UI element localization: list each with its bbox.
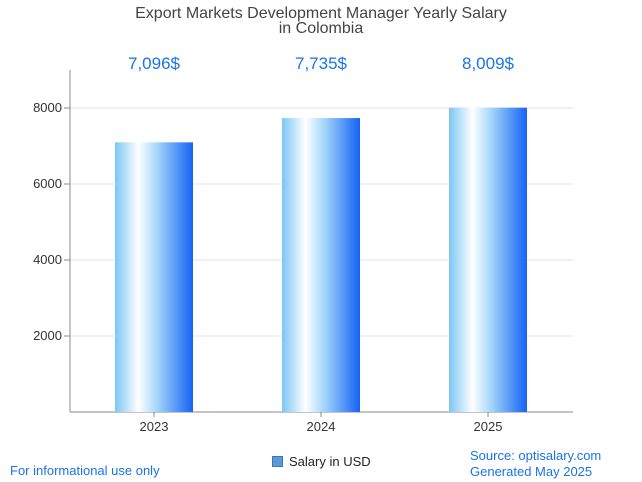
bar-2025: [449, 107, 527, 413]
source-text: Source: optisalary.com: [470, 448, 602, 463]
chart-title-line-1: Export Markets Development Manager Yearl…: [135, 5, 507, 22]
y-tick-label: 2000: [33, 328, 62, 343]
bar-2023: [115, 142, 193, 413]
y-tick-label: 6000: [33, 176, 62, 191]
disclaimer-text: For informational use only: [10, 463, 160, 478]
chart-title-line-2: in Colombia: [279, 20, 364, 37]
x-tick-label-2023: 2023: [140, 419, 169, 434]
bars: [115, 107, 527, 413]
legend-label: Salary in USD: [289, 454, 371, 469]
legend: Salary in USD: [272, 454, 371, 469]
generated-text: Generated May 2025: [470, 464, 593, 479]
y-tick-label: 8000: [33, 100, 62, 115]
data-label-2025: 8,009$: [462, 54, 515, 73]
bar-2024: [282, 118, 360, 412]
data-labels: 7,096$ 7,735$ 8,009$: [128, 54, 515, 73]
tick-labels: 2000 4000 6000 8000 2023 2024 2025: [33, 100, 502, 434]
x-tick-label-2025: 2025: [474, 419, 503, 434]
legend-swatch: [272, 456, 283, 467]
data-label-2023: 7,096$: [128, 54, 181, 73]
y-tick-label: 4000: [33, 252, 62, 267]
x-tick-label-2024: 2024: [307, 419, 336, 434]
data-label-2024: 7,735$: [295, 54, 348, 73]
